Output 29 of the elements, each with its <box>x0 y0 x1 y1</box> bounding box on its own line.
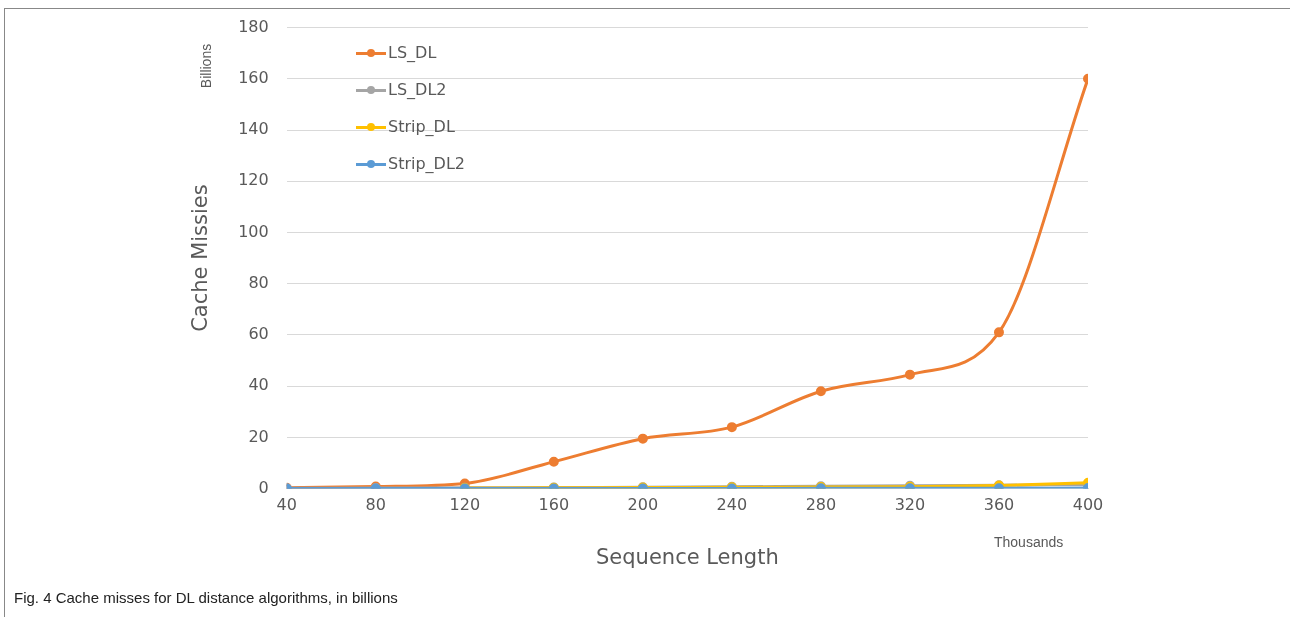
y-tick-label: 160 <box>238 67 269 87</box>
text: Thousands <box>994 534 1064 550</box>
y-tick-label: 20 <box>248 426 269 446</box>
x-axis-title: Sequence Length <box>596 544 779 569</box>
y-tick-label: 120 <box>238 170 269 190</box>
x-tick-label: 240 <box>716 495 748 515</box>
x-tick-label: 40 <box>276 495 297 515</box>
x-tick-label: 160 <box>538 495 570 515</box>
caption: Fig. 4 Cache misses for DL distance algorithms, in billions <box>14 589 398 606</box>
y-tick-label: 100 <box>238 221 269 241</box>
y-tick-label: 80 <box>248 272 269 292</box>
x-tick-label: 360 <box>983 495 1015 515</box>
legend-label: Strip_DL2 <box>388 154 466 173</box>
y-tick-label: 180 <box>238 16 269 36</box>
x-tick-label: 320 <box>894 495 926 515</box>
legend-label: Strip_DL <box>388 117 455 136</box>
x-tick-label: 80 <box>365 495 386 515</box>
y-tick-label: 40 <box>248 375 269 395</box>
legend-label: LS_DL <box>388 43 437 62</box>
x-tick-label: 120 <box>449 495 481 515</box>
x-tick-label: 280 <box>805 495 837 515</box>
y-tick-label: 140 <box>238 119 269 139</box>
x-tick-label: 400 <box>1072 495 1104 515</box>
x-tick-label: 200 <box>627 495 659 515</box>
text: Billions <box>198 43 214 89</box>
y-tick-label: 0 <box>258 477 269 497</box>
y-axis-title: Cache Missies <box>188 184 213 332</box>
y-tick-label: 60 <box>248 324 269 344</box>
legend-label: LS_DL2 <box>388 80 447 99</box>
